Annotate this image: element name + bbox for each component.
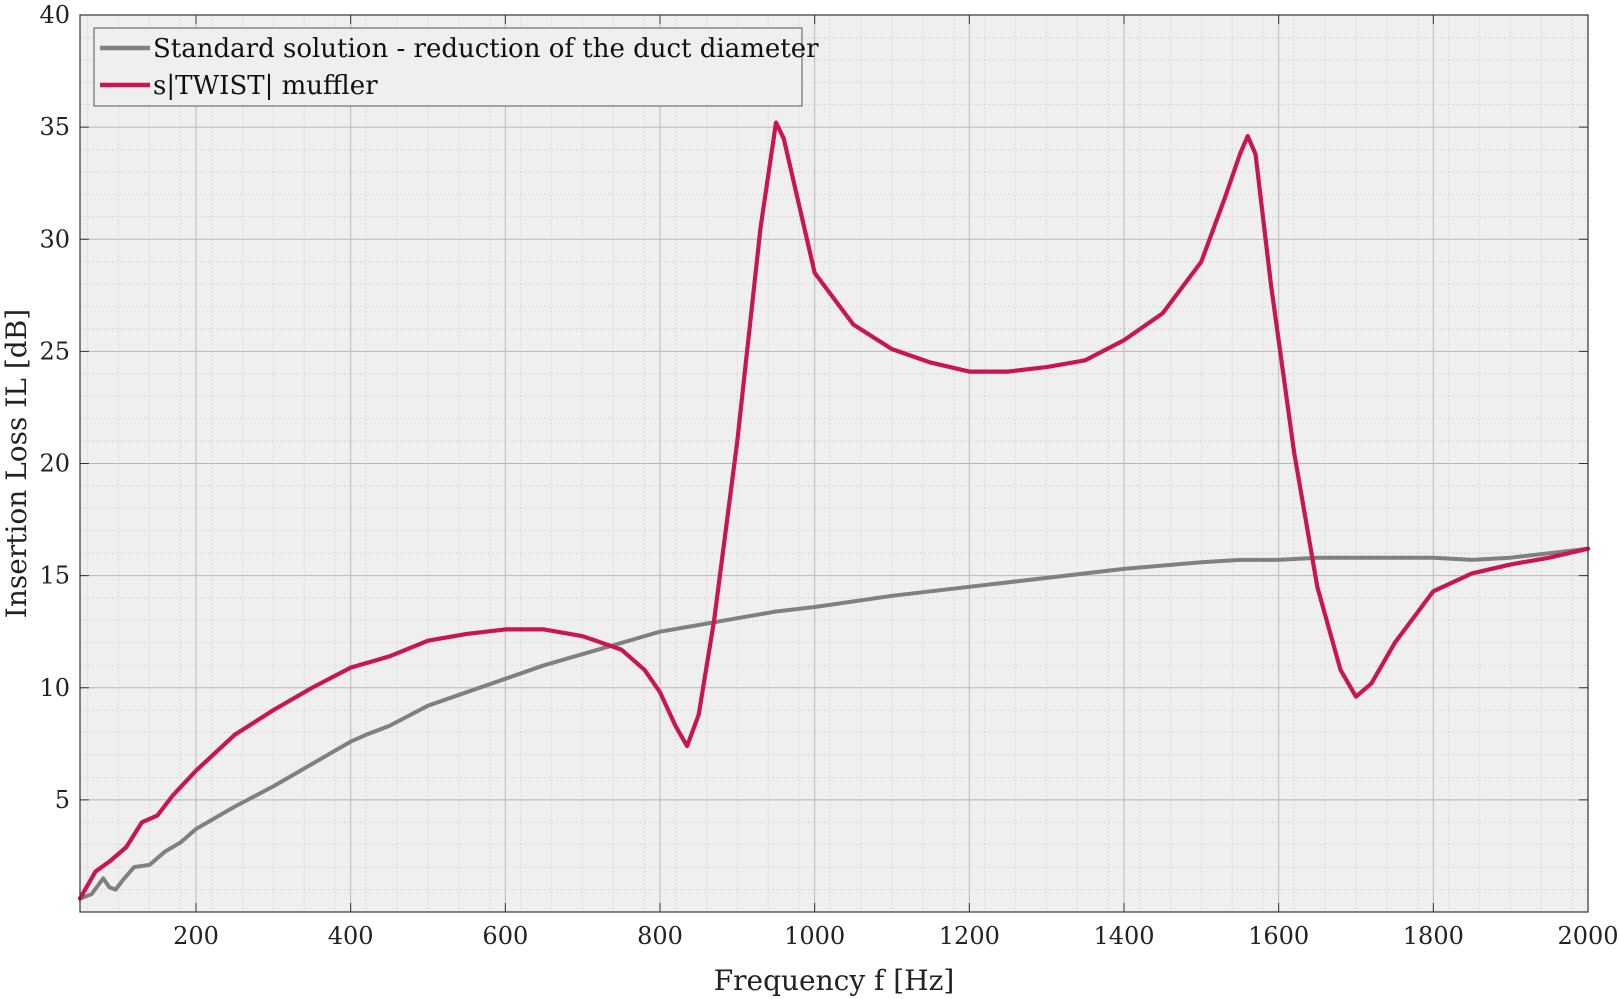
x-tick-label: 1400 <box>1093 922 1154 950</box>
x-tick-label: 1600 <box>1248 922 1309 950</box>
legend-label-standard: Standard solution - reduction of the duc… <box>153 34 819 64</box>
y-tick-label: 5 <box>55 786 70 814</box>
y-axis-title: Insertion Loss IL [dB] <box>0 309 33 618</box>
x-tick-label: 1000 <box>784 922 845 950</box>
tick-labels: 200 400 600 800 1000 1200 1400 1600 1800 2000 5 10 1… <box>39 1 1618 950</box>
legend: Standard solution - reduction of the duc… <box>93 27 819 107</box>
x-tick-label: 1200 <box>939 922 1000 950</box>
y-tick-label: 35 <box>39 113 70 141</box>
x-tick-label: 600 <box>482 922 528 950</box>
x-tick-label: 800 <box>637 922 683 950</box>
legend-label-stwist: s|TWIST| muffler <box>153 71 378 101</box>
series-layer <box>77 120 1591 901</box>
y-tick-label: 15 <box>39 562 70 590</box>
x-tick-label: 400 <box>328 922 374 950</box>
y-tick-label: 25 <box>39 337 70 365</box>
y-tick-label: 30 <box>39 225 70 253</box>
y-tick-label: 40 <box>39 1 70 29</box>
legend-box <box>93 27 803 107</box>
axis-ticks <box>80 14 1589 912</box>
series-line-standard <box>78 546 1590 901</box>
x-tick-label: 200 <box>173 922 219 950</box>
y-tick-label: 10 <box>39 674 70 702</box>
x-tick-label: 1800 <box>1403 922 1464 950</box>
x-axis-title: Frequency f [Hz] <box>714 964 955 997</box>
series-line-stwist <box>77 120 1591 901</box>
y-tick-label: 20 <box>39 450 70 478</box>
x-tick-label: 2000 <box>1557 922 1618 950</box>
